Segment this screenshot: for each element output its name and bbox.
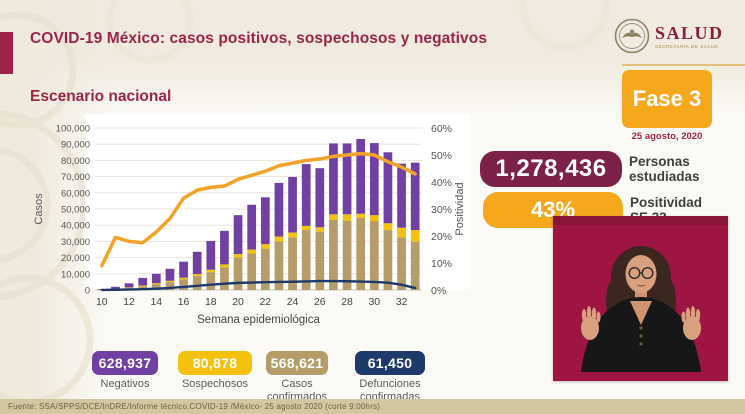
stat-value: 61,450	[355, 351, 425, 375]
svg-text:24: 24	[287, 296, 299, 308]
title-accent-bar	[0, 32, 13, 74]
epidemiological-chart: 0 10,000 20,000 30,000 40,000 50,000 60,000 70,…	[30, 112, 510, 340]
svg-text:50,000: 50,000	[61, 205, 90, 216]
svg-text:20,000: 20,000	[61, 253, 90, 264]
svg-text:Positividad: Positividad	[454, 182, 466, 235]
svg-text:10,000: 10,000	[61, 269, 90, 280]
stat-negativos: 628,937 Negativos	[92, 351, 158, 391]
svg-text:90,000: 90,000	[61, 140, 90, 151]
svg-text:80,000: 80,000	[61, 156, 90, 167]
logo-divider	[622, 64, 745, 66]
svg-text:30: 30	[368, 296, 380, 308]
svg-text:18: 18	[205, 296, 217, 308]
section-title: Escenario nacional	[30, 88, 172, 105]
interpreter-figure	[553, 225, 728, 372]
svg-text:50%: 50%	[431, 150, 452, 162]
svg-text:40%: 40%	[431, 177, 452, 189]
svg-text:10%: 10%	[431, 258, 452, 270]
svg-text:60%: 60%	[431, 123, 452, 135]
phase-badge: Fase 3	[622, 70, 712, 128]
svg-text:14: 14	[150, 296, 162, 308]
stat-defunciones: 61,450 Defunciones confirmadas	[355, 351, 425, 404]
salud-logo-subtext: SECRETARÍA DE SALUD	[655, 43, 719, 49]
stat-sospechosos: 80,878 Sospechosos	[178, 351, 252, 391]
svg-text:16: 16	[178, 296, 190, 308]
salud-logo: SALUD SECRETARÍA DE SALUD	[614, 18, 724, 54]
svg-text:70,000: 70,000	[61, 172, 90, 183]
svg-text:40,000: 40,000	[61, 221, 90, 232]
stat-value: 80,878	[178, 351, 252, 375]
stat-casos-confirmados: 568,621 Casos confirmados	[266, 351, 328, 404]
svg-text:22: 22	[259, 296, 271, 308]
kpi-personas-estudiadas: 1,278,436 Personas estudiadas	[480, 151, 713, 187]
svg-text:10: 10	[96, 296, 108, 308]
svg-text:0: 0	[85, 286, 90, 297]
svg-text:60,000: 60,000	[61, 188, 90, 199]
page-title: COVID-19 México: casos positivos, sospec…	[30, 30, 488, 47]
top-cream-band	[0, 0, 745, 118]
footer-source: Fuente: SSA/SPPS/DCE/InDRE/Informe técni…	[8, 402, 381, 411]
chart-svg: 0 10,000 20,000 30,000 40,000 50,000 60,000 70,…	[33, 114, 470, 326]
interpreter-video	[553, 216, 728, 381]
stat-value: 568,621	[266, 351, 328, 375]
stat-label: Sospechosos	[181, 378, 249, 390]
stat-label: Negativos	[100, 378, 150, 390]
svg-text:32: 32	[396, 296, 408, 308]
salud-logo-text: SALUD	[655, 22, 724, 43]
svg-text:30%: 30%	[431, 204, 452, 216]
stat-value: 628,937	[92, 351, 158, 375]
svg-text:Casos: Casos	[33, 193, 45, 225]
svg-text:Semana epidemiológica: Semana epidemiológica	[197, 314, 320, 326]
salud-seal-icon	[614, 18, 650, 54]
footer-bar: Fuente: SSA/SPPS/DCE/InDRE/Informe técni…	[0, 399, 745, 414]
kpi-label: Personas estudiadas	[629, 153, 700, 184]
svg-text:30,000: 30,000	[61, 237, 90, 248]
svg-text:26: 26	[314, 296, 326, 308]
report-date: 25 agosto, 2020	[631, 131, 703, 142]
svg-text:20: 20	[232, 296, 244, 308]
svg-text:28: 28	[341, 296, 353, 308]
svg-text:0%: 0%	[431, 285, 446, 297]
kpi-value-pill: 1,278,436	[480, 151, 622, 187]
svg-text:12: 12	[123, 296, 135, 308]
svg-text:100,000: 100,000	[56, 124, 90, 135]
svg-text:20%: 20%	[431, 231, 452, 243]
